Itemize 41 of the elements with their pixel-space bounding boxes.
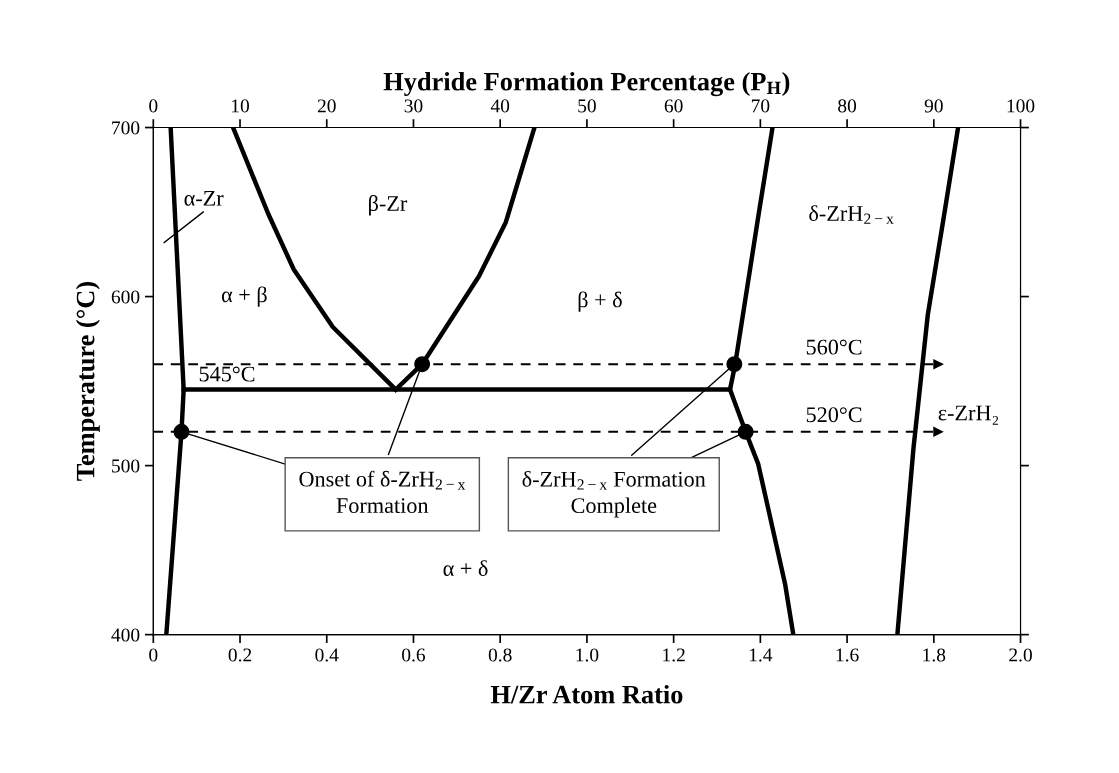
y-tick-label: 400 (111, 628, 140, 642)
x2-axis-title: Hydride Formation Percentage (P$_{H}$) (383, 71, 790, 97)
ref-line-label: 520°C (806, 407, 862, 423)
x-tick-label: 0.6 (402, 648, 426, 662)
x2-tick-label: 10 (232, 99, 250, 113)
annotation: δ-ZrH$_{2−x}$ Formation Complete (522, 470, 706, 518)
x-tick-label: 1.4 (749, 648, 773, 662)
x2-tick-label: 80 (838, 99, 857, 113)
annotation: α + β (221, 286, 267, 307)
x2-tick-label: 50 (578, 99, 596, 113)
annotation: α-Zr (184, 191, 224, 206)
x-tick-label: 1.2 (663, 648, 685, 662)
ref-line-label: 560°C (806, 339, 862, 355)
x2-tick-label: 0 (149, 99, 158, 113)
x-tick-label: 0.8 (488, 648, 512, 662)
annotation: 545°C (199, 366, 255, 382)
annotation: Onset of δ-ZrH$_{2−x}$ Formation (299, 470, 466, 514)
y-tick-label: 700 (112, 121, 140, 135)
x2-tick-label: 40 (490, 99, 510, 113)
x-tick-label: 1.8 (923, 648, 946, 662)
y-axis-title: Temperature (°C) (75, 282, 100, 481)
y-tick-label: 600 (111, 290, 140, 304)
x-tick-label: 2.0 (1009, 648, 1032, 662)
annotation: β-Zr (369, 195, 408, 216)
annotation: δ-ZrH$_{2−x}$ (809, 205, 894, 224)
x2-tick-label: 20 (317, 99, 336, 113)
x-axis-title: H/Zr Atom Ratio (490, 684, 683, 704)
x2-tick-label: 30 (404, 99, 423, 113)
x2-tick-label: 90 (924, 99, 943, 113)
x2-tick-label: 60 (664, 99, 683, 113)
x-tick-label: 0.4 (315, 648, 339, 662)
y-tick-label: 500 (112, 459, 140, 473)
x2-tick-label: 70 (751, 99, 770, 113)
annotation: ε-ZrH₂ (938, 405, 999, 425)
x-tick-label: 1.0 (576, 648, 599, 662)
x2-tick-label: 100 (1007, 99, 1035, 113)
annotation: α + δ (443, 560, 488, 576)
x-tick-label: 0 (149, 648, 158, 662)
x-tick-label: 0.2 (228, 648, 252, 662)
x-tick-label: 1.6 (836, 648, 859, 662)
annotation: β + δ (578, 291, 622, 312)
